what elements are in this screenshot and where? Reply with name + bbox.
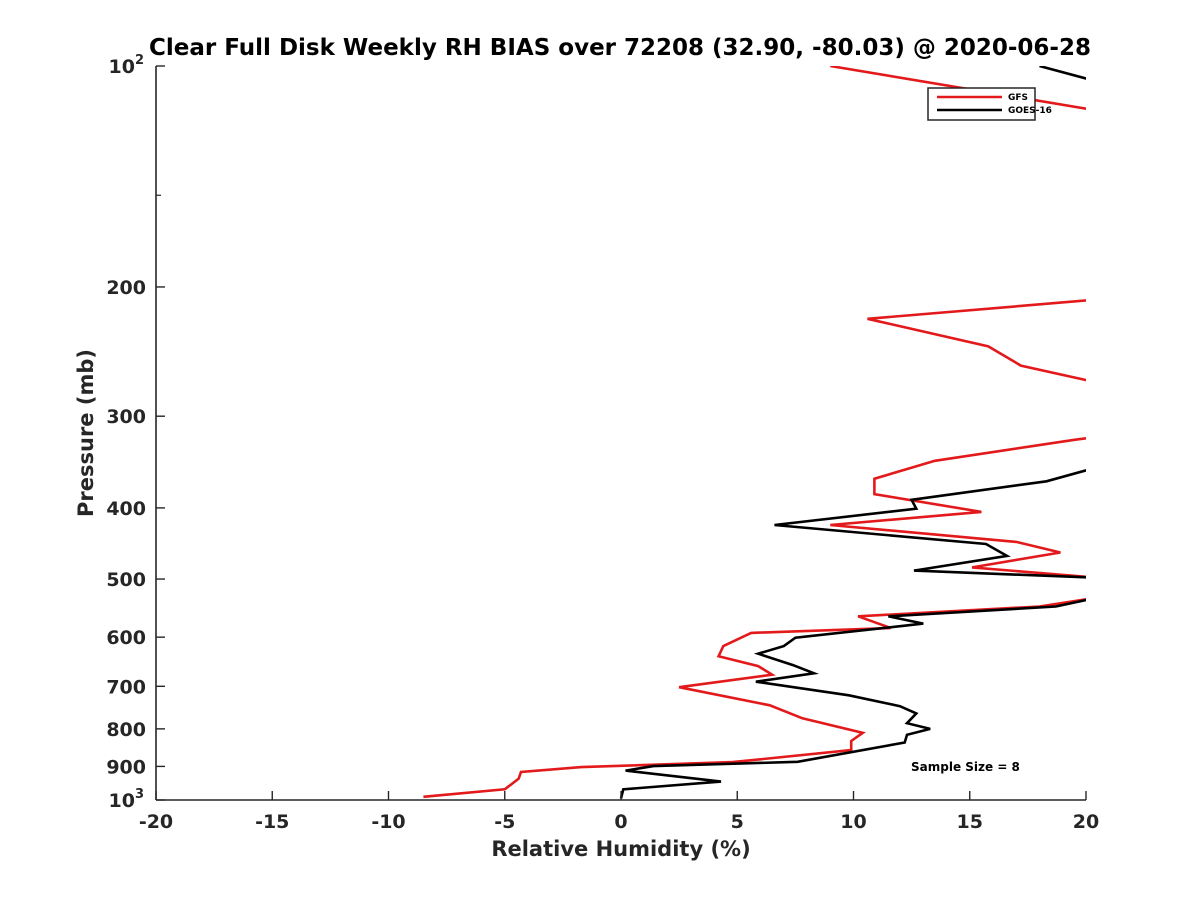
y-tick-label: 103 <box>109 787 145 812</box>
legend: GFS GOES-16 <box>927 87 1052 121</box>
y-tick-label: 800 <box>106 719 146 741</box>
series-layer <box>423 66 1086 799</box>
y-tick-label: 300 <box>106 406 146 428</box>
y-ticks: 102 200 300 400 500 600 700 800 900 103 <box>106 53 165 812</box>
y-tick-label: 700 <box>106 676 146 698</box>
x-tick-label: -10 <box>371 811 405 833</box>
x-axis-label: Relative Humidity (%) <box>491 837 750 861</box>
sample-size-annotation: Sample Size = 8 <box>911 760 1020 774</box>
chart-title: Clear Full Disk Weekly RH BIAS over 7220… <box>149 35 1091 61</box>
y-tick-label: 500 <box>106 569 146 591</box>
x-tick-label: -5 <box>494 811 515 833</box>
legend-label-gfs: GFS <box>1008 93 1028 103</box>
axes-layer <box>155 66 1086 801</box>
y-tick-label: 200 <box>106 277 146 299</box>
x-ticks: -20 -15 -10 -5 0 5 10 15 20 <box>139 791 1099 833</box>
x-tick-label: 10 <box>840 811 866 833</box>
x-tick-label: 0 <box>614 811 627 833</box>
y-tick-label: 600 <box>106 627 146 649</box>
y-tick-label: 900 <box>106 756 146 778</box>
x-tick-label: -20 <box>139 811 173 833</box>
y-tick-label: 400 <box>106 498 146 520</box>
series-line-gfs <box>423 66 1086 799</box>
x-tick-label: 5 <box>731 811 744 833</box>
series-line-goes16 <box>619 66 1086 799</box>
y-tick-label: 102 <box>109 53 145 78</box>
legend-label-goes16: GOES-16 <box>1008 106 1052 116</box>
legend-box <box>927 87 1036 121</box>
x-tick-label: 15 <box>957 811 983 833</box>
x-tick-label: 20 <box>1073 811 1099 833</box>
x-tick-label: -15 <box>255 811 289 833</box>
y-axis-label: Pressure (mb) <box>74 349 98 517</box>
